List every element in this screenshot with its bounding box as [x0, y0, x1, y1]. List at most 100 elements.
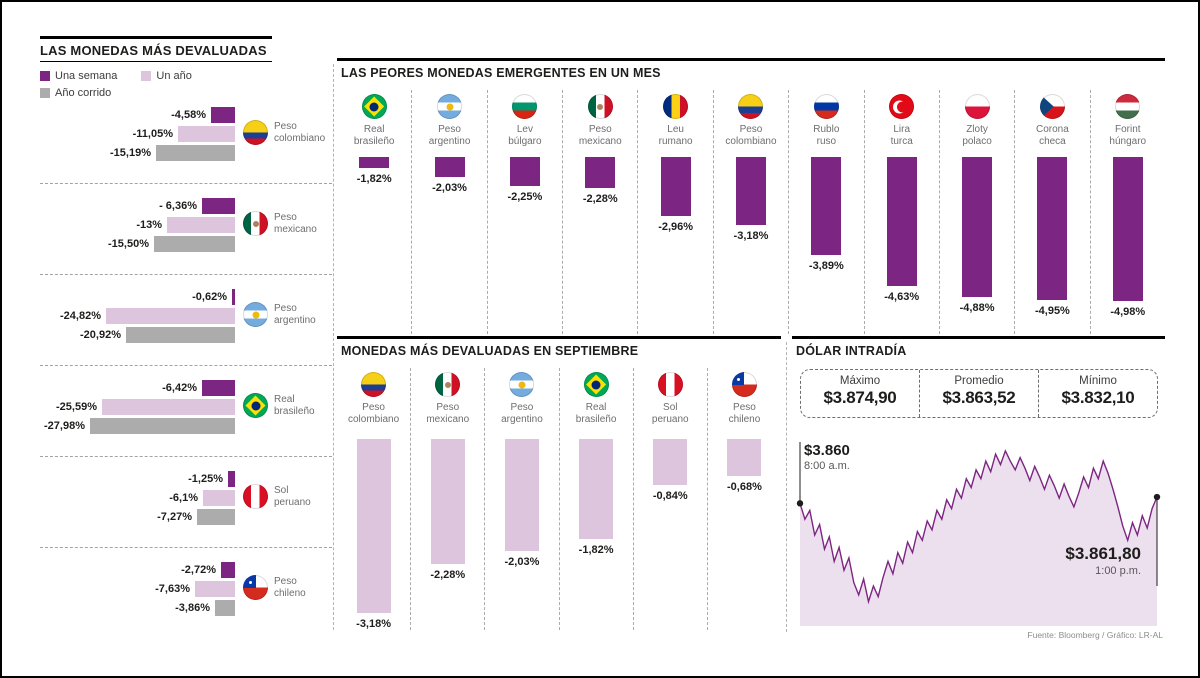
currency-name-line: Peso: [733, 402, 756, 413]
currency-name-line: mexicano: [274, 223, 317, 235]
legend-swatch-ytd: [40, 88, 50, 98]
september-devalued-panel: MONEDAS MÁS DEVALUADAS EN SEPTIEMBRE Pes…: [337, 336, 781, 636]
currency-column: Forint húngaro -4,98%: [1091, 90, 1165, 334]
currency-name-line: Peso: [438, 124, 461, 135]
currency-name-line: checa: [1039, 135, 1066, 147]
legend-item-ytd: Año corrido: [40, 87, 111, 99]
currency-name: Peso chileno: [274, 576, 306, 599]
stat-avg-value: $3.863,52: [942, 388, 1016, 407]
currency-name-line: Peso: [362, 402, 385, 413]
currency-name: Peso mexicano: [426, 402, 469, 425]
bar-value-label: -2,25%: [507, 191, 543, 203]
bar-value-label: -13%: [136, 219, 162, 231]
currency-column: Rublo ruso -3,89%: [789, 90, 865, 334]
september-bar: [653, 439, 688, 485]
bar-one-year: [102, 399, 235, 415]
currency-name-line: Forint: [1114, 124, 1141, 135]
currency-name-line: Lira: [893, 124, 911, 135]
currency-name-line: peruano: [651, 413, 689, 425]
stat-avg-label: Promedio: [954, 375, 1004, 387]
currency-name: Corona checa: [1036, 124, 1069, 147]
currency-name-line: Peso: [510, 402, 534, 413]
flag-peru-icon: [657, 372, 683, 397]
legend-item-year: Un año: [141, 70, 192, 82]
stat-max-label: Máximo: [839, 375, 881, 387]
currency-name-line: húngaro: [1109, 135, 1147, 147]
flag-turkey-icon: [889, 94, 915, 119]
currency-name: Forint húngaro: [1109, 124, 1146, 147]
currency-name-line: argentino: [274, 314, 316, 326]
bar-value-label: -15,50%: [108, 238, 149, 250]
close-price-value: $3.861,80: [1065, 544, 1141, 563]
vertical-separator: [333, 64, 334, 630]
bar-year-to-date: [154, 236, 235, 252]
september-bar: [504, 439, 539, 551]
flag-colombia-icon: [243, 120, 268, 145]
currency-name: Peso mexicano: [274, 212, 317, 235]
month-bar: [359, 157, 390, 168]
bar-value-label: -0,84%: [652, 490, 688, 502]
bar-year-to-date: [126, 327, 235, 343]
currency-name-line: Peso: [274, 576, 297, 587]
flag-peru-icon: [243, 484, 268, 509]
flag-colombia-icon: [738, 94, 764, 119]
bar-value-label: -4,63%: [884, 291, 920, 303]
flag-brazil-icon: [243, 393, 268, 418]
open-price-time: 8:00 a.m.: [804, 460, 850, 472]
section-rule: [337, 336, 781, 339]
currency-column: Real brasileño -1,82%: [337, 90, 413, 334]
intraday-chart-svg: [796, 442, 1161, 626]
bar-value-label: -4,98%: [1110, 306, 1146, 318]
currency-name: Zloty polaco: [962, 124, 991, 147]
currency-group: -0,62% -24,82% -20,92% Peso argentino: [40, 289, 332, 380]
intraday-stats-box: Máximo $3.874,90 Promedio $3.863,52 Míni…: [800, 369, 1158, 418]
currency-name-line: brasileño: [353, 135, 395, 147]
currency-column: Leu rumano -2,96%: [638, 90, 714, 334]
currency-group: -6,42% -25,59% -27,98% Real brasileño: [40, 380, 332, 471]
currency-name-line: rumano: [658, 135, 693, 147]
legend-row: Año corrido: [40, 87, 192, 99]
month-bar: [811, 157, 842, 255]
currency-column: Real brasileño -1,82%: [560, 368, 634, 630]
title-top-rule: [40, 36, 272, 39]
currency-column: Peso chileno -0,68%: [708, 368, 781, 630]
september-bar: [727, 439, 762, 476]
open-price-label: $3.860 8:00 a.m.: [804, 442, 850, 472]
currency-name: Real brasileño: [576, 402, 617, 425]
currency-name-line: brasileño: [575, 413, 617, 425]
currency-column: Corona checa -4,95%: [1015, 90, 1091, 334]
bar-one-week: [232, 289, 235, 305]
bar-one-week: [202, 380, 235, 396]
currency-name-line: Sol: [663, 402, 678, 413]
bar-year-to-date: [197, 509, 235, 525]
intraday-area-fill: [800, 450, 1157, 626]
title-underline: [40, 61, 272, 62]
bar-value-label: -1,82%: [356, 173, 392, 185]
currency-name: Peso mexicano: [579, 124, 622, 147]
currency-column: Peso colombiano -3,18%: [714, 90, 790, 334]
flag-hungary-icon: [1115, 94, 1141, 119]
bar-one-week: [221, 562, 235, 578]
currency-name-line: argentino: [428, 135, 471, 147]
currency-column: Peso colombiano -3,18%: [337, 368, 412, 630]
left-panel-title: LAS MONEDAS MÁS DEVALUADAS: [40, 43, 267, 58]
bar-value-label: -15,19%: [110, 147, 151, 159]
bar-value-label: -3,18%: [733, 230, 769, 242]
currency-name: Peso colombiano: [725, 124, 776, 147]
currency-name-line: argentino: [501, 413, 543, 425]
bar-value-label: -0,62%: [192, 291, 227, 303]
currency-group: -1,25% -6,1% -7,27% Sol peruano: [40, 471, 332, 562]
bar-one-year: [167, 217, 235, 233]
bar-value-label: -27,98%: [44, 420, 85, 432]
currency-name: Rublo ruso: [813, 124, 839, 147]
currency-name-line: ruso: [816, 135, 837, 147]
flag-chile-icon: [731, 372, 757, 397]
currency-name-line: Real: [274, 394, 295, 405]
stat-avg: Promedio $3.863,52: [920, 370, 1039, 417]
legend-label-week: Una semana: [55, 70, 118, 82]
bar-value-label: -2,28%: [582, 193, 618, 205]
currency-name: Sol peruano: [652, 402, 689, 425]
currency-name-line: Real: [585, 402, 607, 413]
legend-row: Una semana Un año: [40, 70, 192, 82]
flag-bulgaria-icon: [512, 94, 538, 119]
